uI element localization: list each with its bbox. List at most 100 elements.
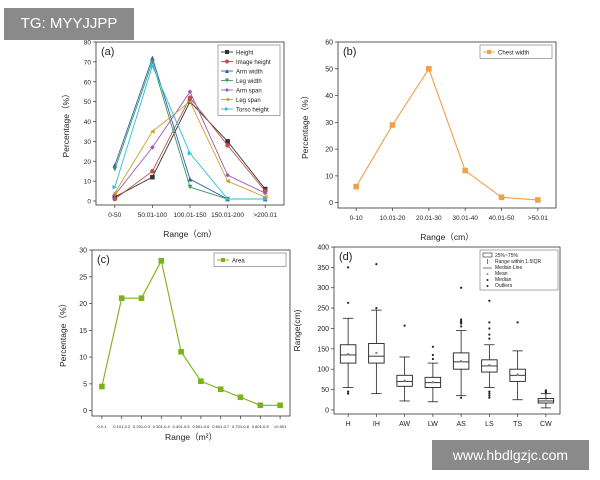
x-tick-label: 0.401-0.5: [173, 424, 191, 429]
legend-label: Area: [232, 258, 245, 264]
data-point: [118, 295, 125, 301]
y-tick-label: 20: [325, 147, 333, 154]
data-point: [353, 183, 359, 190]
outlier-point: [460, 396, 463, 399]
outlier-point: [488, 321, 491, 324]
x-tick-label: 0-0.1: [97, 424, 107, 429]
y-tick-label: 60: [84, 79, 92, 86]
series-line: [355, 67, 538, 201]
mean-point: [488, 363, 491, 367]
x-axis-label: Range（cm）: [163, 229, 216, 239]
data-point: [112, 184, 118, 190]
data-point: [426, 65, 432, 72]
x-tick-label: 20.01-30: [416, 215, 442, 222]
mean-point: [544, 399, 548, 402]
data-point: [225, 172, 230, 178]
y-tick-label: 25: [79, 274, 87, 281]
outlier-point: [347, 266, 350, 269]
y-tick-label: 0: [83, 408, 87, 415]
outlier-point: [544, 389, 547, 392]
legend-label: Image height: [236, 60, 271, 66]
y-tick-label: 80: [84, 40, 92, 47]
y-tick-label: 150: [317, 346, 329, 353]
outlier-point: [431, 357, 434, 361]
y-tick-label: 15: [79, 328, 87, 335]
data-point: [138, 295, 145, 301]
data-point: [262, 194, 268, 200]
data-point: [150, 55, 155, 61]
x-tick-label: >200.01: [253, 212, 277, 219]
plot-frame-d: [333, 246, 561, 415]
x-axis-label: Range（m²）: [165, 432, 217, 442]
legend-label: Leg width: [236, 79, 262, 85]
legend-marker: [225, 69, 229, 73]
outlier-point: [488, 394, 491, 397]
outlier-point: [431, 345, 434, 348]
outlier-point: [403, 324, 406, 327]
legend-label: Median Line: [495, 265, 522, 271]
y-tick-label: 50: [84, 99, 92, 106]
y-tick-label: 40: [84, 119, 92, 126]
mean-point: [403, 379, 406, 382]
x-tick-label: 0.101-0.2: [113, 424, 131, 429]
outlier-point: [488, 299, 491, 302]
legend-marker: [225, 107, 229, 111]
x-tick-label: 0-10: [350, 215, 363, 222]
outlier-point: [347, 390, 350, 393]
legend-box: [213, 252, 287, 267]
data-point: [150, 174, 155, 180]
legend-marker: [486, 285, 489, 287]
outlier-point: [375, 306, 378, 310]
x-tick-label: 0.201-0.3: [133, 424, 151, 429]
legend-marker: [225, 88, 229, 92]
legend-label: Height: [236, 50, 254, 56]
legend-label: Torso height: [236, 107, 269, 113]
y-tick-label: 20: [84, 159, 92, 166]
outlier-point: [488, 392, 491, 395]
legend-marker: [486, 279, 489, 281]
legend-marker: [482, 252, 493, 258]
outlier-point: [488, 333, 491, 336]
data-point: [150, 59, 155, 65]
legend-box: [479, 249, 559, 291]
x-tick-label: 0.601-0.7: [212, 424, 230, 429]
y-tick-label: 350: [317, 265, 329, 272]
x-axis-label: Range（cm）: [420, 232, 473, 242]
legend-label: 25%~75%: [495, 253, 518, 259]
outlier-point: [347, 392, 350, 395]
x-tick-label: >50.01: [528, 215, 548, 222]
y-tick-label: 200: [317, 326, 329, 333]
data-point: [225, 143, 230, 148]
data-point: [187, 184, 193, 190]
watermark-top: TG: MYYJJPP: [4, 8, 134, 40]
x-tick-label: IH: [373, 421, 380, 428]
data-point: [150, 168, 155, 174]
outlier-point: [460, 320, 463, 323]
legend-label: Range within 1.5IQR: [495, 259, 542, 265]
legend-marker: [225, 50, 229, 54]
x-tick-label: AS: [456, 421, 466, 428]
data-point: [225, 139, 230, 144]
y-tick-label: 10: [79, 355, 87, 362]
y-tick-label: 40: [325, 93, 333, 100]
x-tick-label: 50.01-100: [138, 212, 168, 219]
y-axis-label: Percentage（%）: [300, 91, 310, 159]
data-point: [178, 348, 184, 355]
mean-point: [459, 359, 463, 363]
outlier-point: [460, 325, 463, 328]
x-tick-label: TS: [513, 421, 522, 428]
data-point: [217, 386, 224, 393]
outlier-point: [488, 327, 491, 330]
panel-label: (b): [343, 46, 356, 58]
data-point: [150, 129, 155, 134]
legend-marker: [486, 273, 489, 275]
legend-marker: [225, 59, 229, 64]
y-tick-label: 5: [83, 381, 87, 388]
legend-label: Median: [495, 277, 512, 283]
data-point: [112, 166, 118, 172]
data-point: [150, 63, 155, 69]
outlier-point: [375, 263, 378, 266]
x-tick-label: CW: [540, 421, 552, 428]
data-point: [198, 378, 204, 384]
